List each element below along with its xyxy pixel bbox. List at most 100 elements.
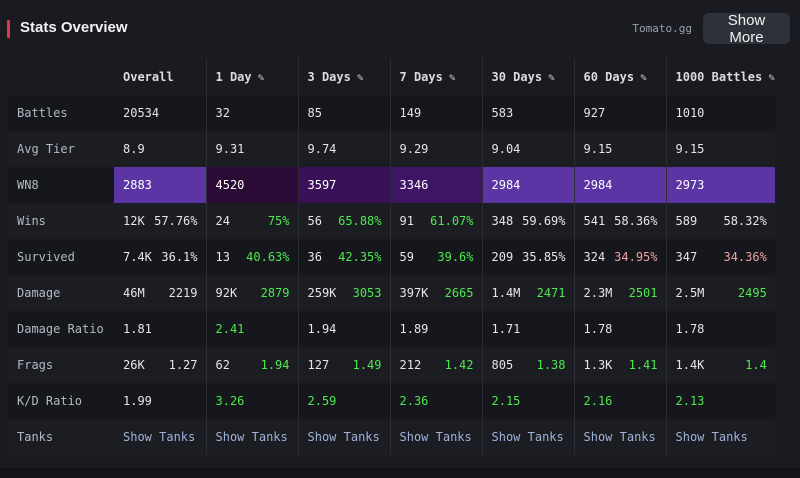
stat-total: 1.3K bbox=[583, 358, 613, 372]
column-header-label: 1000 Battles bbox=[675, 69, 763, 84]
stat-cell: 32 bbox=[206, 95, 299, 131]
stat-rate: 59.69% bbox=[522, 214, 566, 228]
row-label: WN8 bbox=[8, 167, 114, 203]
table-row-wins: Wins 12K 57.76% 24 75% 56 65.88% 91 61.07% 348 59.… bbox=[8, 203, 775, 239]
stat-cell: 397K 2665 bbox=[390, 275, 483, 311]
stat-cell: 9.29 bbox=[390, 131, 483, 167]
stat-total: 26K bbox=[123, 358, 145, 372]
pencil-icon[interactable]: ✎ bbox=[768, 70, 775, 84]
stat-cell: 12K 57.76% bbox=[114, 203, 207, 239]
stat-cell: 2.59 bbox=[298, 383, 391, 419]
show-more-button[interactable]: Show More bbox=[703, 12, 790, 46]
stat-average: 2495 bbox=[737, 286, 767, 300]
show-tanks-link[interactable]: Show Tanks bbox=[123, 430, 196, 444]
stat-cell: 1.89 bbox=[390, 311, 483, 347]
stat-average: 2879 bbox=[260, 286, 290, 300]
stat-total: 397K bbox=[399, 286, 429, 300]
stat-average: 1.49 bbox=[352, 358, 382, 372]
stat-cell: 348 59.69% bbox=[482, 203, 575, 239]
pencil-icon[interactable]: ✎ bbox=[356, 70, 364, 84]
pencil-icon[interactable]: ✎ bbox=[257, 70, 265, 84]
stat-cell: 20534 bbox=[114, 95, 207, 131]
stat-cell: 2.3M 2501 bbox=[574, 275, 667, 311]
show-tanks-link[interactable]: Show Tanks bbox=[491, 430, 564, 444]
stat-cell: 1.71 bbox=[482, 311, 575, 347]
stat-pair: 1.3K 1.41 bbox=[584, 358, 666, 372]
stat-count: 36 bbox=[307, 250, 322, 264]
stat-cell: 9.74 bbox=[298, 131, 391, 167]
stat-pair: 12K 57.76% bbox=[123, 214, 205, 228]
show-tanks-link[interactable]: Show Tanks bbox=[215, 430, 288, 444]
stat-cell: 541 58.36% bbox=[574, 203, 667, 239]
stat-cell: Show Tanks bbox=[206, 419, 299, 455]
stat-cell: 91 61.07% bbox=[390, 203, 483, 239]
panel-title: Stats Overview bbox=[20, 19, 128, 36]
stat-pair: 7.4K 36.1% bbox=[123, 250, 205, 264]
column-header-3[interactable]: 7 Days ✎ bbox=[390, 58, 483, 95]
stat-count: 589 bbox=[675, 214, 698, 228]
stat-cell: Show Tanks bbox=[574, 419, 667, 455]
show-tanks-link[interactable]: Show Tanks bbox=[399, 430, 472, 444]
pencil-icon[interactable]: ✎ bbox=[640, 70, 647, 84]
stat-average: 2471 bbox=[536, 286, 566, 300]
pencil-icon[interactable]: ✎ bbox=[448, 70, 456, 84]
stat-cell: 2.41 bbox=[206, 311, 299, 347]
stat-total: 92K bbox=[215, 286, 238, 300]
stat-pair: 397K 2665 bbox=[400, 286, 482, 300]
panel-bottom-edge bbox=[0, 468, 800, 478]
column-header-label: 30 Days bbox=[491, 69, 543, 84]
corner-cell bbox=[8, 58, 114, 95]
stat-count: 7.4K bbox=[123, 250, 152, 264]
stat-pair: 347 34.36% bbox=[676, 250, 775, 264]
stat-cell: 927 bbox=[574, 95, 667, 131]
stat-pair: 212 1.42 bbox=[400, 358, 482, 372]
table-row-damage-ratio: Damage Ratio 1.81 2.41 1.94 1.89 1.71 1.78 1.78 bbox=[8, 311, 775, 347]
table-row-avg-tier: Avg Tier 8.9 9.31 9.74 9.29 9.04 9.15 9.15 bbox=[8, 131, 775, 167]
stat-cell: 62 1.94 bbox=[206, 347, 299, 383]
stat-cell: 1.4K 1.4 bbox=[666, 347, 775, 383]
stat-pair: 805 1.38 bbox=[492, 358, 574, 372]
stat-pair: 259K 3053 bbox=[308, 286, 390, 300]
stat-total: 259K bbox=[307, 286, 337, 300]
stat-total: 1.4M bbox=[491, 286, 521, 300]
stat-pair: 24 75% bbox=[216, 214, 298, 228]
stat-cell: 259K 3053 bbox=[298, 275, 391, 311]
column-header-5[interactable]: 60 Days ✎ bbox=[574, 58, 667, 95]
stat-total: 805 bbox=[491, 358, 514, 372]
stat-average: 3053 bbox=[352, 286, 382, 300]
pencil-icon[interactable]: ✎ bbox=[548, 70, 555, 84]
stat-cell: 805 1.38 bbox=[482, 347, 575, 383]
column-header-2[interactable]: 3 Days ✎ bbox=[298, 58, 391, 95]
stat-total: 212 bbox=[399, 358, 422, 372]
table-row-battles: Battles 20534 32 85 149 583 927 1010 bbox=[8, 95, 775, 131]
show-tanks-link[interactable]: Show Tanks bbox=[583, 430, 656, 444]
row-label: Wins bbox=[8, 203, 114, 239]
stat-total: 46M bbox=[123, 286, 145, 300]
stat-cell: 13 40.63% bbox=[206, 239, 299, 275]
column-header-6[interactable]: 1000 Battles ✎ bbox=[666, 58, 775, 95]
stat-rate: 34.36% bbox=[723, 250, 767, 264]
stat-pair: 26K 1.27 bbox=[123, 358, 205, 372]
table-row-damage: Damage 46M 2219 92K 2879 259K 3053 397K 2665 1.4M… bbox=[8, 275, 775, 311]
stat-average: 2501 bbox=[628, 286, 658, 300]
stat-cell: 3346 bbox=[390, 167, 483, 203]
show-tanks-link[interactable]: Show Tanks bbox=[675, 430, 748, 444]
stat-pair: 324 34.95% bbox=[584, 250, 666, 264]
stat-count: 209 bbox=[491, 250, 514, 264]
stat-rate: 75% bbox=[267, 214, 290, 228]
stat-cell: 589 58.32% bbox=[666, 203, 775, 239]
show-tanks-link[interactable]: Show Tanks bbox=[307, 430, 380, 444]
stat-count: 13 bbox=[215, 250, 230, 264]
stat-average: 1.94 bbox=[260, 358, 290, 372]
column-header-4[interactable]: 30 Days ✎ bbox=[482, 58, 575, 95]
column-header-label: 60 Days bbox=[583, 69, 635, 84]
stat-total: 2.5M bbox=[675, 286, 705, 300]
stat-cell: 149 bbox=[390, 95, 483, 131]
stat-cell: 59 39.6% bbox=[390, 239, 483, 275]
table-header-row: Overall 1 Day ✎ 3 Days ✎ 7 Days ✎ 30 Days ✎ 60 Da… bbox=[8, 58, 775, 95]
stat-cell: 2.5M 2495 bbox=[666, 275, 775, 311]
stat-cell: 92K 2879 bbox=[206, 275, 299, 311]
column-header-1[interactable]: 1 Day ✎ bbox=[206, 58, 299, 95]
stat-count: 91 bbox=[399, 214, 414, 228]
stat-cell: Show Tanks bbox=[114, 419, 207, 455]
